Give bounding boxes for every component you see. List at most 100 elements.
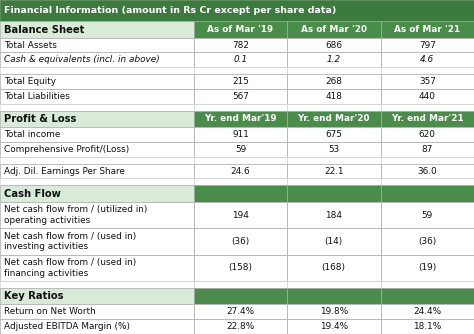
Text: Net cash flow from / (used in): Net cash flow from / (used in) bbox=[4, 232, 136, 241]
Bar bbox=[0, 281, 194, 288]
Text: Total income: Total income bbox=[4, 130, 60, 139]
Bar bbox=[287, 157, 381, 164]
Text: Cash Flow: Cash Flow bbox=[4, 189, 61, 199]
Text: (36): (36) bbox=[231, 237, 250, 246]
Text: 184: 184 bbox=[325, 210, 342, 219]
Bar bbox=[0, 38, 194, 52]
Bar bbox=[194, 89, 287, 104]
Bar bbox=[381, 74, 474, 89]
Bar bbox=[194, 185, 287, 202]
Text: As of Mar '20: As of Mar '20 bbox=[301, 25, 367, 34]
Bar bbox=[287, 111, 381, 127]
Bar bbox=[0, 305, 194, 319]
Text: Profit & Loss: Profit & Loss bbox=[4, 114, 76, 124]
Bar bbox=[194, 288, 287, 305]
Text: Total Liabilities: Total Liabilities bbox=[4, 92, 70, 101]
Bar bbox=[287, 281, 381, 288]
Bar bbox=[0, 104, 194, 111]
Text: (19): (19) bbox=[418, 264, 437, 273]
Bar bbox=[287, 142, 381, 157]
Text: 357: 357 bbox=[419, 77, 436, 86]
Text: Net cash flow from / (used in): Net cash flow from / (used in) bbox=[4, 258, 136, 267]
Text: 24.4%: 24.4% bbox=[413, 307, 441, 316]
Bar bbox=[381, 67, 474, 74]
Bar bbox=[0, 157, 194, 164]
Text: 27.4%: 27.4% bbox=[227, 307, 255, 316]
Bar bbox=[381, 142, 474, 157]
Bar bbox=[0, 202, 194, 228]
Bar bbox=[0, 127, 194, 142]
Bar bbox=[287, 127, 381, 142]
Bar bbox=[381, 164, 474, 178]
Bar bbox=[0, 288, 194, 305]
Text: As of Mar '19: As of Mar '19 bbox=[208, 25, 273, 34]
Text: 22.1: 22.1 bbox=[324, 167, 344, 176]
Bar bbox=[287, 178, 381, 185]
Text: 418: 418 bbox=[325, 92, 342, 101]
Bar bbox=[194, 67, 287, 74]
Text: 22.8%: 22.8% bbox=[227, 322, 255, 331]
Bar bbox=[194, 127, 287, 142]
Bar bbox=[381, 255, 474, 281]
Bar bbox=[381, 228, 474, 255]
Bar bbox=[287, 21, 381, 38]
Bar bbox=[0, 319, 194, 334]
Bar bbox=[194, 281, 287, 288]
Bar bbox=[287, 228, 381, 255]
Text: financing activities: financing activities bbox=[4, 269, 88, 278]
Bar bbox=[194, 319, 287, 334]
Bar bbox=[287, 89, 381, 104]
Bar bbox=[381, 127, 474, 142]
Bar bbox=[194, 202, 287, 228]
Bar bbox=[194, 111, 287, 127]
Text: Total Assets: Total Assets bbox=[4, 41, 57, 50]
Text: 675: 675 bbox=[325, 130, 342, 139]
Bar bbox=[0, 0, 474, 21]
Bar bbox=[0, 67, 194, 74]
Bar bbox=[381, 202, 474, 228]
Text: 1.2: 1.2 bbox=[327, 55, 341, 64]
Bar bbox=[381, 319, 474, 334]
Text: (168): (168) bbox=[322, 264, 346, 273]
Text: 59: 59 bbox=[235, 145, 246, 154]
Bar bbox=[381, 38, 474, 52]
Bar bbox=[287, 255, 381, 281]
Text: 215: 215 bbox=[232, 77, 249, 86]
Text: (14): (14) bbox=[325, 237, 343, 246]
Bar bbox=[194, 104, 287, 111]
Bar bbox=[381, 104, 474, 111]
Text: 36.0: 36.0 bbox=[418, 167, 437, 176]
Text: (158): (158) bbox=[228, 264, 253, 273]
Bar bbox=[381, 185, 474, 202]
Bar bbox=[381, 21, 474, 38]
Bar bbox=[194, 228, 287, 255]
Bar bbox=[287, 288, 381, 305]
Bar bbox=[287, 164, 381, 178]
Text: Cash & equivalents (incl. in above): Cash & equivalents (incl. in above) bbox=[4, 55, 160, 64]
Text: Net cash flow from / (utilized in): Net cash flow from / (utilized in) bbox=[4, 205, 147, 214]
Text: 686: 686 bbox=[325, 41, 342, 50]
Bar bbox=[0, 21, 194, 38]
Bar bbox=[381, 89, 474, 104]
Bar bbox=[194, 38, 287, 52]
Bar bbox=[381, 178, 474, 185]
Bar bbox=[194, 21, 287, 38]
Text: 18.1%: 18.1% bbox=[413, 322, 441, 331]
Text: 911: 911 bbox=[232, 130, 249, 139]
Bar bbox=[287, 52, 381, 67]
Bar bbox=[0, 142, 194, 157]
Bar bbox=[194, 164, 287, 178]
Text: 24.6: 24.6 bbox=[231, 167, 250, 176]
Text: Key Ratios: Key Ratios bbox=[4, 291, 64, 301]
Text: 268: 268 bbox=[325, 77, 342, 86]
Bar bbox=[287, 305, 381, 319]
Text: 19.8%: 19.8% bbox=[319, 307, 348, 316]
Text: Financial Information (amount in Rs Cr except per share data): Financial Information (amount in Rs Cr e… bbox=[4, 6, 336, 15]
Bar bbox=[381, 305, 474, 319]
Bar bbox=[194, 305, 287, 319]
Text: Yr. end Mar'21: Yr. end Mar'21 bbox=[391, 115, 464, 124]
Text: investing activities: investing activities bbox=[4, 242, 88, 251]
Bar bbox=[0, 89, 194, 104]
Bar bbox=[287, 38, 381, 52]
Bar bbox=[0, 111, 194, 127]
